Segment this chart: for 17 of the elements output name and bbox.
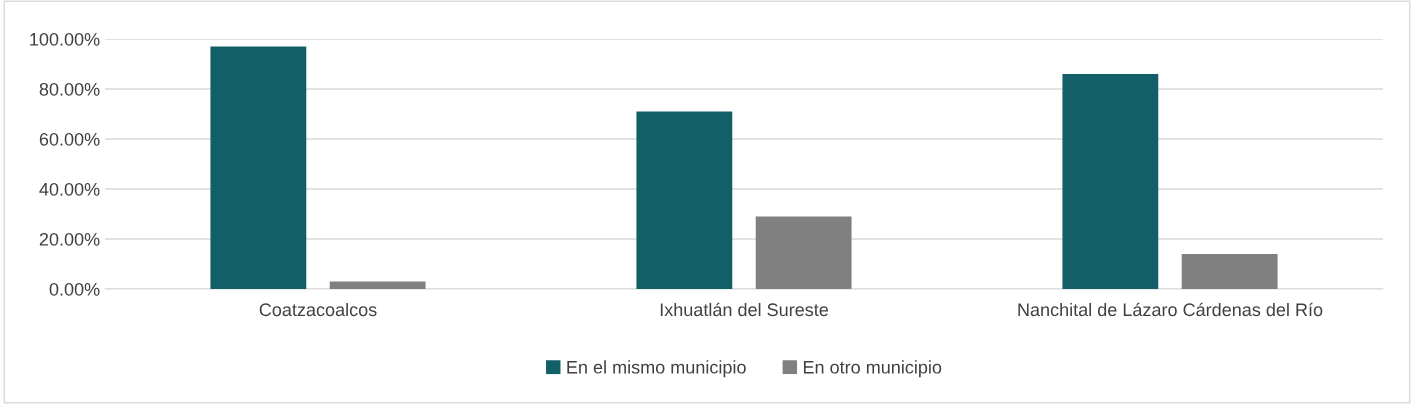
legend-label: En otro municipio xyxy=(803,360,942,378)
y-tick-label: 100.00% xyxy=(30,32,100,46)
bar xyxy=(329,281,426,289)
x-tick-label: Coatzacoalcos xyxy=(259,302,377,317)
y-tick-label: 80.00% xyxy=(39,82,100,96)
bar xyxy=(1181,254,1278,289)
y-tick-label: 0.00% xyxy=(49,282,100,296)
y-tick-label: 20.00% xyxy=(39,232,100,246)
y-tick-label: 60.00% xyxy=(39,132,100,146)
bar xyxy=(210,46,307,289)
x-tick-label: Nanchital de Lázaro Cárdenas del Río xyxy=(1018,302,1323,317)
x-tick-label: Ixhuatlán del Sureste xyxy=(660,302,829,317)
bar xyxy=(1062,74,1159,289)
bar xyxy=(636,111,733,289)
bar xyxy=(755,216,852,289)
legend-label: En el mismo municipio xyxy=(567,360,746,378)
y-tick-label: 40.00% xyxy=(39,182,100,196)
